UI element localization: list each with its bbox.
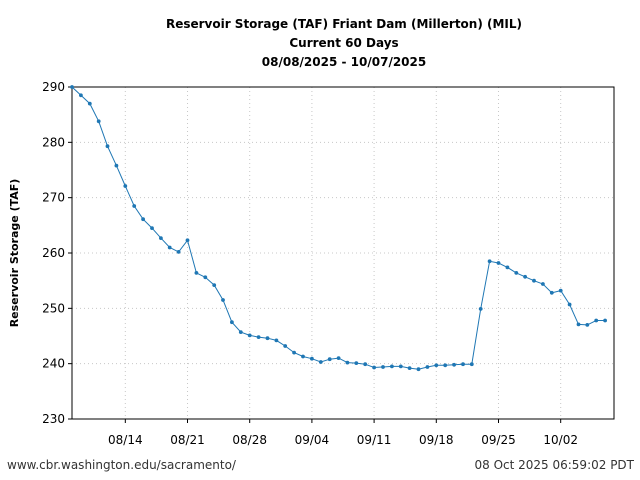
chart-title-line-1: Reservoir Storage (TAF) Friant Dam (Mill… bbox=[166, 17, 522, 31]
data-point bbox=[274, 338, 279, 343]
data-point bbox=[594, 318, 599, 323]
data-point bbox=[256, 335, 261, 339]
data-point bbox=[425, 365, 430, 369]
data-point bbox=[496, 261, 501, 265]
data-point bbox=[363, 362, 368, 367]
data-point bbox=[141, 217, 146, 222]
data-point bbox=[381, 365, 385, 369]
data-point bbox=[221, 298, 225, 302]
y-tick-label: 270 bbox=[42, 191, 65, 205]
data-point bbox=[230, 320, 234, 325]
data-point bbox=[292, 350, 296, 355]
x-axis: 08/14 08/21 08/28 09/04 09/11 09/18 09/25 10/02 bbox=[108, 419, 578, 447]
data-point bbox=[114, 163, 119, 168]
data-point bbox=[461, 362, 465, 367]
data-point bbox=[398, 364, 403, 369]
data-point bbox=[523, 274, 527, 279]
data-point bbox=[443, 363, 448, 368]
y-tick-label: 250 bbox=[42, 301, 65, 315]
data-point bbox=[159, 236, 163, 241]
data-point bbox=[327, 357, 332, 362]
y-tick-label: 280 bbox=[42, 135, 65, 149]
data-point bbox=[576, 322, 581, 327]
chart-title: Reservoir Storage (TAF) Friant Dam (Mill… bbox=[166, 17, 522, 69]
x-tick-label: 08/28 bbox=[232, 433, 267, 447]
data-point bbox=[603, 318, 607, 323]
data-point bbox=[176, 250, 181, 254]
data-point bbox=[247, 333, 252, 338]
data-point bbox=[514, 271, 519, 275]
y-tick-label: 240 bbox=[42, 357, 65, 371]
data-point bbox=[283, 344, 288, 348]
chart-title-line-3: 08/08/2025 - 10/07/2025 bbox=[262, 55, 426, 69]
x-tick-label: 09/11 bbox=[357, 433, 392, 447]
data-point bbox=[265, 336, 270, 341]
source-url-text: www.cbr.washington.edu/sacramento/ bbox=[7, 458, 236, 472]
y-tick-label: 230 bbox=[42, 412, 65, 426]
data-point bbox=[212, 283, 217, 287]
y-axis-label: Reservoir Storage (TAF) bbox=[8, 179, 21, 328]
data-point bbox=[238, 330, 243, 334]
data-point bbox=[372, 365, 376, 370]
y-tick-label: 260 bbox=[42, 246, 65, 260]
chart-title-line-2: Current 60 Days bbox=[289, 36, 398, 50]
data-point bbox=[567, 302, 572, 307]
data-point bbox=[150, 226, 154, 231]
data-point bbox=[416, 367, 421, 372]
x-tick-label: 09/18 bbox=[419, 433, 454, 447]
y-tick-label: 290 bbox=[42, 80, 65, 94]
generated-timestamp: 08 Oct 2025 06:59:02 PDT bbox=[474, 458, 634, 472]
x-tick-label: 08/21 bbox=[170, 433, 205, 447]
x-tick-label: 09/04 bbox=[295, 433, 330, 447]
data-point bbox=[79, 93, 83, 98]
data-point bbox=[167, 245, 172, 250]
x-tick-label: 08/14 bbox=[108, 433, 143, 447]
x-tick-label: 09/25 bbox=[481, 433, 516, 447]
data-point bbox=[203, 275, 208, 280]
data-point bbox=[96, 119, 101, 124]
data-point bbox=[478, 307, 483, 311]
data-point bbox=[452, 362, 456, 367]
data-point bbox=[390, 364, 394, 369]
data-point bbox=[318, 360, 323, 364]
data-point bbox=[123, 184, 128, 188]
data-point bbox=[194, 271, 199, 275]
data-point bbox=[434, 363, 439, 368]
data-point bbox=[469, 362, 474, 367]
data-point bbox=[585, 323, 590, 327]
data-point bbox=[345, 360, 350, 365]
data-point bbox=[354, 361, 359, 365]
data-point bbox=[70, 85, 74, 89]
y-axis: 230 240 250 260 270 280 290 bbox=[42, 80, 72, 426]
x-tick-label: 10/02 bbox=[543, 433, 578, 447]
grid-lines bbox=[72, 86, 614, 420]
series-points bbox=[70, 85, 607, 372]
data-point bbox=[532, 278, 536, 283]
data-point bbox=[132, 204, 137, 208]
data-point bbox=[336, 356, 341, 360]
data-point bbox=[505, 265, 510, 270]
data-point bbox=[487, 259, 492, 264]
data-point bbox=[310, 356, 314, 361]
data-point bbox=[87, 101, 92, 106]
data-point bbox=[549, 290, 554, 295]
data-point bbox=[407, 366, 412, 370]
data-point bbox=[105, 144, 110, 149]
data-point bbox=[541, 282, 545, 286]
data-point bbox=[558, 288, 563, 293]
data-point bbox=[185, 238, 190, 243]
data-point bbox=[301, 354, 305, 359]
